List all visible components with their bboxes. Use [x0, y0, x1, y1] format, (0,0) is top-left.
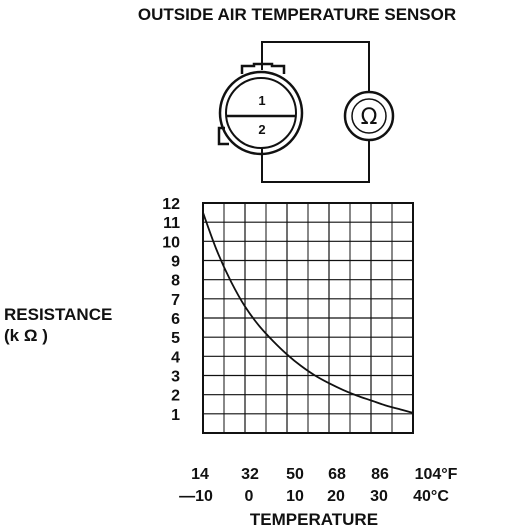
series-line-resistance	[202, 212, 414, 414]
y-axis-unit-label: (k Ω )	[4, 326, 48, 345]
x-tick-label-fahrenheit: 86	[371, 466, 389, 483]
figure-title: OUTSIDE AIR TEMPERATURE SENSOR	[138, 5, 456, 24]
y-tick-label: 1	[171, 407, 180, 424]
y-tick-label: 10	[162, 234, 180, 251]
wire-bottom	[261, 141, 370, 183]
terminal-2-label: 2	[258, 122, 265, 137]
y-tick-label: 2	[171, 388, 180, 405]
x-tick-label-fahrenheit: 14	[191, 466, 209, 483]
y-tick-label: 8	[171, 273, 180, 290]
x-tick-label-celsius: 40°C	[413, 488, 449, 505]
y-tick-label: 6	[171, 311, 180, 328]
chart-plot-frame	[202, 202, 414, 434]
terminal-1-label: 1	[258, 93, 265, 108]
x-tick-label-celsius: 20	[327, 488, 345, 505]
y-tick-label: 3	[171, 369, 180, 386]
x-tick-label-fahrenheit: 50	[286, 466, 304, 483]
x-tick-label-fahrenheit: 104°F	[415, 466, 458, 483]
x-axis-celsius-tick-labels: —10 0 10 20 30 40°C	[179, 488, 449, 505]
x-tick-label-fahrenheit: 68	[328, 466, 346, 483]
x-tick-label-celsius: —10	[179, 488, 213, 505]
x-tick-label-fahrenheit: 32	[241, 466, 259, 483]
x-axis-fahrenheit-tick-labels: 14 32 50 68 86 104°F	[191, 466, 458, 483]
connector-inner-ring	[225, 77, 297, 149]
x-axis-label: TEMPERATURE	[250, 510, 378, 529]
y-tick-label: 12	[162, 196, 180, 213]
y-tick-label: 7	[171, 292, 180, 309]
connector-lock-tab	[240, 62, 286, 74]
chart-grid	[203, 203, 413, 433]
ohmmeter-inner-ring	[351, 98, 387, 134]
y-tick-label: 4	[171, 349, 180, 366]
wire-top	[261, 41, 370, 92]
y-axis-label: RESISTANCE	[4, 305, 112, 324]
wiring	[261, 41, 370, 183]
y-tick-label: 5	[171, 330, 180, 347]
x-tick-label-celsius: 30	[370, 488, 388, 505]
connector-outer-ring	[218, 70, 304, 156]
ohmmeter: Ω	[343, 90, 395, 142]
y-tick-label: 11	[163, 215, 180, 232]
y-tick-label: 9	[171, 254, 180, 271]
x-tick-label-celsius: 10	[286, 488, 304, 505]
sensor-connector: 1 2	[217, 62, 304, 156]
x-tick-label-celsius: 0	[245, 488, 254, 505]
ohm-symbol: Ω	[361, 105, 378, 130]
